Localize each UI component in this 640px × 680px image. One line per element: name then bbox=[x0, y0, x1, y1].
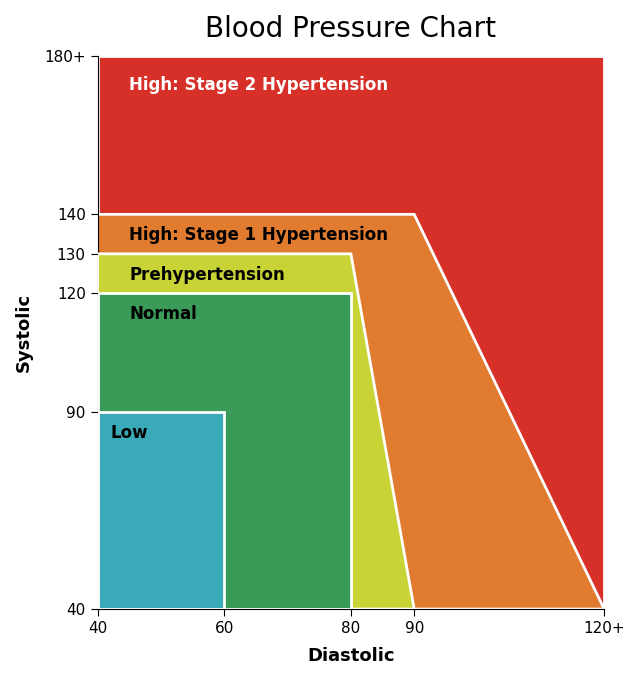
Text: Prehypertension: Prehypertension bbox=[129, 266, 285, 284]
Text: Normal: Normal bbox=[129, 305, 197, 323]
Text: High: Stage 1 Hypertension: High: Stage 1 Hypertension bbox=[129, 226, 388, 244]
Polygon shape bbox=[97, 411, 224, 609]
Polygon shape bbox=[97, 293, 351, 609]
Polygon shape bbox=[97, 56, 604, 609]
Text: Low: Low bbox=[110, 424, 148, 441]
Polygon shape bbox=[97, 254, 414, 609]
Text: High: Stage 2 Hypertension: High: Stage 2 Hypertension bbox=[129, 76, 388, 95]
X-axis label: Diastolic: Diastolic bbox=[307, 647, 395, 665]
Y-axis label: Systolic: Systolic bbox=[15, 293, 33, 373]
Title: Blood Pressure Chart: Blood Pressure Chart bbox=[205, 15, 497, 43]
Polygon shape bbox=[97, 214, 604, 609]
